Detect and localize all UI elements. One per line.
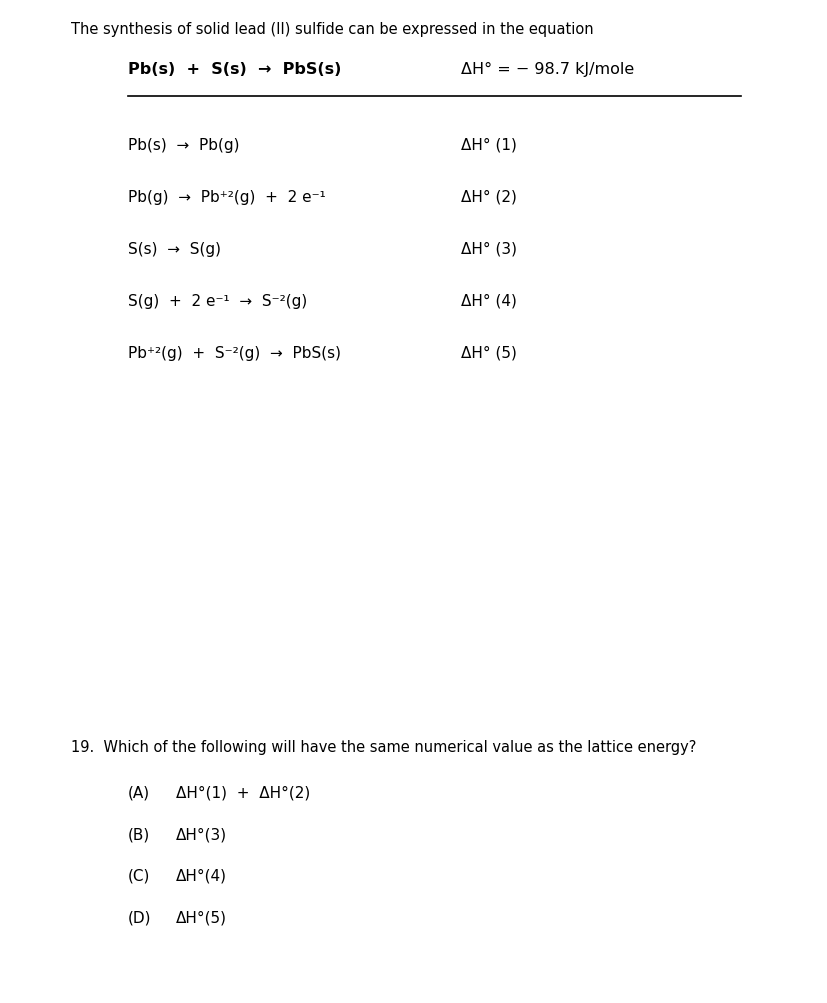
Text: S(s)  →  S(g): S(s) → S(g) [128, 242, 221, 257]
Text: ΔH°(1)  +  ΔH°(2): ΔH°(1) + ΔH°(2) [175, 784, 309, 799]
Text: ΔH° (1): ΔH° (1) [460, 137, 516, 152]
Text: (D): (D) [128, 910, 151, 925]
Text: (B): (B) [128, 826, 151, 842]
Text: ΔH° = − 98.7 kJ/mole: ΔH° = − 98.7 kJ/mole [460, 62, 633, 77]
Text: ΔH°(3): ΔH°(3) [175, 826, 227, 842]
Text: ΔH°(4): ΔH°(4) [175, 869, 227, 883]
Text: ΔH° (3): ΔH° (3) [460, 242, 516, 257]
Text: (C): (C) [128, 869, 151, 883]
Text: ΔH° (4): ΔH° (4) [460, 294, 516, 309]
Text: ΔH° (5): ΔH° (5) [460, 346, 516, 361]
Text: (A): (A) [128, 784, 151, 799]
Text: S(g)  +  2 e⁻¹  →  S⁻²(g): S(g) + 2 e⁻¹ → S⁻²(g) [128, 294, 307, 309]
Text: Pb(s)  +  S(s)  →  PbS(s): Pb(s) + S(s) → PbS(s) [128, 62, 342, 77]
Text: Pb⁺²(g)  +  S⁻²(g)  →  PbS(s): Pb⁺²(g) + S⁻²(g) → PbS(s) [128, 346, 341, 361]
Text: Pb(s)  →  Pb(g): Pb(s) → Pb(g) [128, 137, 239, 152]
Text: ΔH°(5): ΔH°(5) [175, 910, 227, 925]
Text: ΔH° (2): ΔH° (2) [460, 190, 516, 205]
Text: The synthesis of solid lead (II) sulfide can be expressed in the equation: The synthesis of solid lead (II) sulfide… [71, 22, 593, 37]
Text: 19.  Which of the following will have the same numerical value as the lattice en: 19. Which of the following will have the… [71, 739, 696, 754]
Text: Pb(g)  →  Pb⁺²(g)  +  2 e⁻¹: Pb(g) → Pb⁺²(g) + 2 e⁻¹ [128, 190, 326, 205]
